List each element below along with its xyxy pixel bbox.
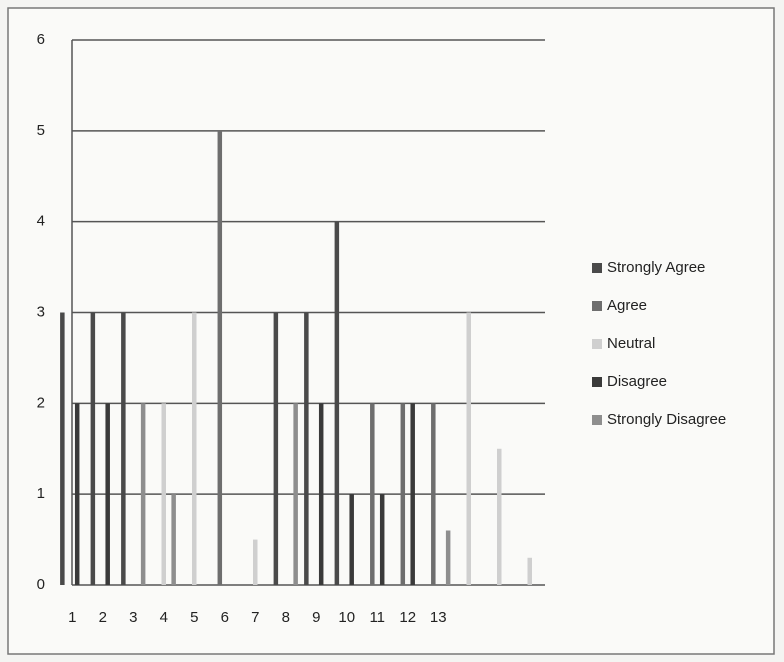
bar (74, 403, 80, 585)
x-tick-label: 6 (221, 609, 229, 626)
y-tick-label: 2 (37, 394, 45, 411)
legend-swatch (592, 377, 602, 387)
bar (121, 312, 126, 585)
y-tick-label: 3 (37, 303, 45, 320)
x-tick-label: 5 (190, 609, 198, 626)
x-tick-label: 1 (68, 609, 76, 626)
legend-swatch (592, 263, 602, 273)
y-tick-label: 6 (37, 31, 45, 48)
bar (431, 403, 436, 585)
bar (527, 557, 532, 585)
y-tick-label: 5 (37, 122, 45, 139)
bar (171, 494, 176, 585)
bar (466, 312, 471, 585)
legend-label: Disagree (607, 373, 667, 390)
x-tick-label: 13 (430, 609, 447, 626)
x-tick-label: 3 (129, 609, 137, 626)
bar (273, 312, 279, 585)
x-tick-label: 10 (338, 609, 355, 626)
x-tick-label: 4 (160, 609, 168, 626)
legend-label: Agree (607, 297, 647, 314)
bar (379, 494, 385, 585)
bar (410, 403, 415, 585)
y-tick-label: 4 (37, 213, 45, 230)
bar (140, 403, 146, 585)
bar (161, 403, 166, 585)
y-tick-label: 1 (37, 485, 45, 502)
legend-label: Strongly Disagree (607, 411, 726, 428)
bar (60, 312, 65, 585)
x-tick-label: 8 (282, 609, 290, 626)
bar (253, 539, 258, 585)
x-tick-label: 9 (312, 609, 320, 626)
legend-label: Strongly Agree (607, 259, 705, 276)
bar (192, 312, 197, 585)
bar (304, 312, 309, 585)
bar (105, 403, 110, 585)
bar (90, 312, 96, 585)
y-tick-label: 0 (37, 576, 45, 593)
bar (318, 403, 324, 585)
bar (400, 403, 406, 585)
legend-swatch (592, 301, 602, 311)
legend-label: Neutral (607, 335, 655, 352)
x-tick-label: 2 (99, 609, 107, 626)
bar (349, 494, 354, 585)
legend-swatch (592, 415, 602, 425)
bar (370, 403, 375, 585)
x-tick-label: 12 (399, 609, 416, 626)
x-tick-label: 7 (251, 609, 259, 626)
bar (293, 403, 298, 585)
bar (445, 530, 451, 585)
bar (497, 448, 502, 585)
x-tick-label: 11 (369, 609, 385, 626)
bar (217, 130, 223, 586)
bar (334, 221, 340, 585)
legend-swatch (592, 339, 602, 349)
chart-frame (7, 7, 775, 655)
